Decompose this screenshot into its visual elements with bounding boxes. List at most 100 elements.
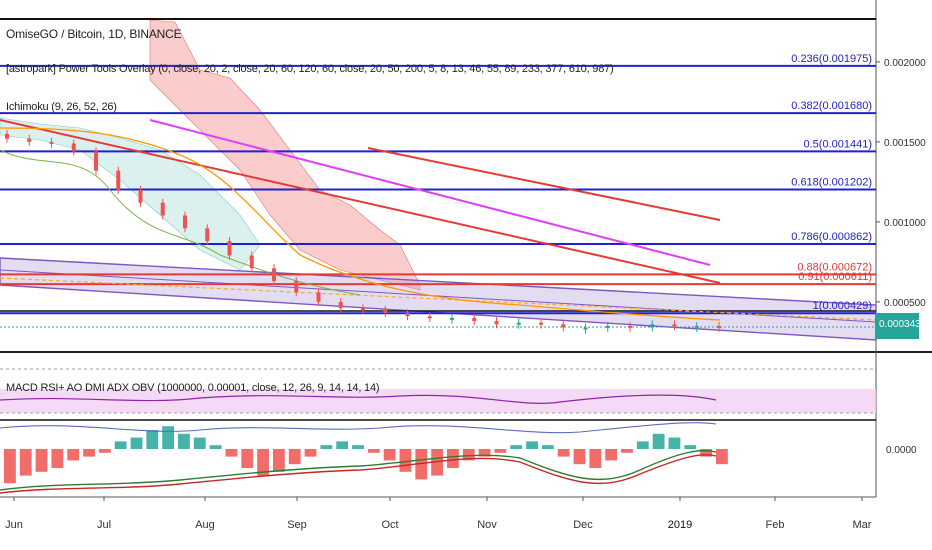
histogram-bar [130,437,143,449]
price-tick-label: 0.001500 [884,138,926,149]
candle [450,317,454,320]
time-tick-label: Jul [97,519,111,531]
histogram-bar [257,449,269,476]
time-tick-label: Dec [573,519,593,531]
candle [316,292,321,302]
symbol-title: OmiseGO / Bitcoin, 1D, BINANCE [6,27,182,41]
time-tick-label: Mar [853,519,872,531]
yellow-ma-line [0,277,877,321]
indicator-legend-power-tools: [astropark] Power Tools Overlay (0, clos… [6,63,614,75]
histogram-bar [272,449,285,472]
time-tick-label: Aug [195,519,215,531]
histogram-bar [352,445,364,449]
price-tick-label: 0.000500 [884,298,926,309]
time-tick-label: Sep [287,519,307,531]
fib-label-0: 0.236(0.001975) [791,53,872,65]
candle [628,325,632,328]
histogram-bar [336,441,349,449]
histogram-bar [526,441,538,449]
candle [672,324,677,327]
histogram-bar [541,445,554,449]
last-price-badge: 0.000343 [875,313,921,339]
candle [160,202,165,216]
candle [516,322,521,325]
candle [427,316,432,319]
candle [205,228,210,242]
candle [71,143,76,152]
histogram-bar [478,449,491,457]
histogram-bar [67,449,80,461]
candle [94,151,98,171]
histogram-bar [494,449,507,453]
red-trendline-short [367,147,721,221]
histogram-bar [304,449,317,457]
candle [138,189,143,203]
price-tick-label: 0.002000 [884,58,926,69]
red-trendline-long [0,119,721,284]
fib-label-2: 0.5(0.001441) [804,138,873,150]
candle [583,327,588,330]
time-tick-label: Nov [477,519,497,531]
candle [539,322,543,325]
osc-tick-label: 0.0000 [886,445,917,456]
fib-label-4: 0.786(0.000862) [791,231,872,243]
histogram-bar [621,449,633,453]
histogram-bar [225,449,238,457]
candle [605,325,610,328]
dmi-line [0,422,717,434]
histogram-bar [431,449,444,476]
candle [294,281,299,293]
fib-label-7: 1(0.000429) [813,300,872,312]
magenta-trendline [149,119,711,266]
candle [338,301,343,309]
time-tick-label: Jun [5,519,23,531]
histogram-bar [98,449,111,453]
candle [5,133,9,139]
histogram-bar [209,445,222,449]
histogram-bar [383,449,396,461]
histogram-bar [241,449,254,468]
candle [272,268,276,282]
candle [717,325,721,328]
histogram-bar [668,437,681,449]
histogram-bar [716,449,728,465]
histogram-bar [162,426,175,449]
rsi-line [0,394,717,404]
histogram-bar [557,449,570,457]
macd-signal-line [0,454,717,494]
histogram-bar [4,449,16,484]
histogram-bar [573,449,586,465]
indicator-legend-macd: MACD RSI+ AO DMI ADX OBV (1000000, 0.000… [6,382,380,394]
histogram-bar [636,441,649,449]
histogram-bar [447,449,459,468]
histogram-bar [193,437,206,449]
fib-label-3: 0.618(0.001202) [791,177,872,189]
macd-line [0,449,717,491]
histogram-bar [178,433,190,449]
candle [650,324,655,328]
histogram-bar [146,430,159,449]
fib-label-6: 0.91(0.000611) [798,271,872,283]
indicator-legend-ichimoku: Ichimoku (9, 26, 52, 26) [6,101,117,113]
last-price-label: 0.000343 [879,319,921,330]
histogram-bar [652,433,665,449]
histogram-bar [700,449,712,457]
green-moving-average [0,149,361,296]
candle [405,313,410,317]
histogram-bar [288,449,301,465]
candle [561,324,566,328]
candle [383,309,388,314]
histogram-bar [320,445,333,449]
histogram-bar [684,445,697,449]
fib-label-5: 0.88(0.000672) [797,261,872,273]
candle [183,215,187,229]
histogram-bar [589,449,602,468]
time-tick-label: 2019 [668,519,692,531]
histogram-bar [51,449,64,468]
candle [494,321,499,325]
histogram-bar [415,449,428,480]
histogram-bar [510,445,523,449]
candle [472,317,477,322]
